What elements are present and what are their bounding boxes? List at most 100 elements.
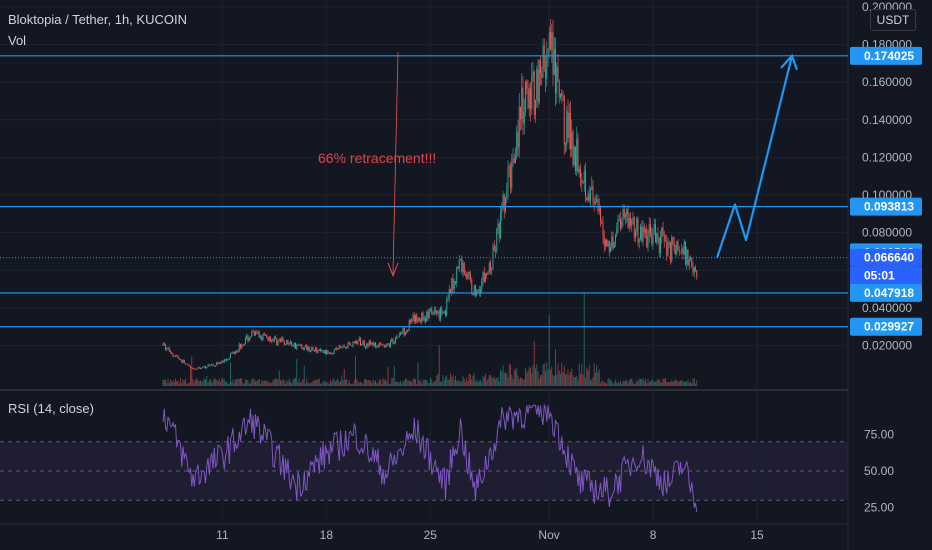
candle xyxy=(368,340,370,346)
volume-bar xyxy=(190,366,191,386)
volume-bar xyxy=(165,379,166,386)
currency-badge[interactable]: USDT xyxy=(870,9,916,31)
volume-bar xyxy=(581,364,583,386)
volume-bar xyxy=(273,379,275,386)
volume-bar xyxy=(498,381,500,386)
volume-bar xyxy=(218,378,220,386)
candle xyxy=(503,194,505,212)
volume-bar xyxy=(582,374,584,386)
candle xyxy=(456,266,458,284)
volume-bar xyxy=(690,381,691,386)
candle xyxy=(607,241,609,247)
price-tag-text: 0.093813 xyxy=(864,200,914,214)
volume-bar xyxy=(412,379,414,386)
volume-bar xyxy=(663,378,665,386)
volume-bar xyxy=(626,379,628,386)
volume-bar xyxy=(453,380,455,386)
volume-bar xyxy=(177,380,179,386)
volume-bar xyxy=(348,380,350,386)
volume-bar xyxy=(345,379,346,386)
candle xyxy=(246,335,248,339)
volume-bar xyxy=(403,381,405,386)
volume-bar xyxy=(173,381,175,386)
volume-bar xyxy=(640,379,641,386)
volume-bar xyxy=(247,380,249,386)
candle xyxy=(376,345,378,347)
candle xyxy=(227,359,229,361)
volume-bar xyxy=(662,378,664,386)
candle xyxy=(276,338,278,346)
volume-bar xyxy=(436,375,438,386)
volume-bar xyxy=(171,381,173,386)
volume-bar xyxy=(618,382,620,386)
candle xyxy=(425,317,426,322)
candle xyxy=(275,337,276,339)
candle xyxy=(258,332,260,338)
candle xyxy=(430,308,431,310)
candle xyxy=(441,308,443,314)
candle xyxy=(333,349,335,353)
volume-bar xyxy=(217,380,219,386)
candle xyxy=(497,223,499,230)
candle xyxy=(370,340,371,345)
volume-bar xyxy=(288,378,290,386)
volume-bar xyxy=(513,368,515,386)
candle xyxy=(301,344,303,348)
candle xyxy=(530,88,531,110)
volume-bar xyxy=(590,379,591,386)
candle xyxy=(488,263,490,273)
candle xyxy=(175,355,176,357)
candle xyxy=(593,201,595,204)
volume-bar xyxy=(181,383,183,386)
volume-bar xyxy=(406,379,408,386)
candle xyxy=(197,367,199,370)
candle xyxy=(238,343,240,351)
time-axis[interactable]: 11 18 25 Nov 8 15 xyxy=(216,528,764,542)
candle xyxy=(511,161,513,188)
candle xyxy=(325,350,326,355)
volume-bar xyxy=(176,380,178,386)
candle xyxy=(427,312,429,318)
candle xyxy=(642,226,644,242)
candle xyxy=(552,32,554,75)
candle xyxy=(408,320,410,331)
candle xyxy=(510,167,511,188)
candle xyxy=(520,106,521,119)
volume-bar xyxy=(595,372,596,386)
volume-bar xyxy=(435,380,436,386)
volume-bar xyxy=(686,381,688,386)
candle xyxy=(555,49,556,93)
volume-bar xyxy=(337,378,339,386)
price-tag-text: 0.029927 xyxy=(864,320,914,334)
volume-bar xyxy=(661,382,663,386)
candle xyxy=(513,158,515,164)
candle xyxy=(678,250,680,253)
volume-bar xyxy=(366,380,368,386)
volume-bar xyxy=(305,383,306,386)
volume-bar xyxy=(516,367,518,386)
volume-bar xyxy=(286,380,288,386)
candle xyxy=(490,263,491,271)
horizontal-levels[interactable] xyxy=(0,55,848,328)
candle xyxy=(526,81,528,88)
volume-bar xyxy=(211,382,213,386)
volume-bar xyxy=(620,380,621,386)
volume-bar xyxy=(382,378,384,386)
volume-bar xyxy=(635,383,636,386)
candle xyxy=(327,350,329,354)
candle xyxy=(297,345,299,346)
volume-bar xyxy=(573,377,575,386)
candle xyxy=(583,170,585,183)
candle xyxy=(458,259,460,269)
volume-bar xyxy=(542,364,544,386)
candle xyxy=(681,248,683,253)
volume-bar xyxy=(591,379,593,386)
candle xyxy=(475,285,476,296)
volume-bar xyxy=(456,380,458,386)
candle xyxy=(645,229,646,233)
candle xyxy=(360,338,361,346)
volume-bar xyxy=(655,381,656,386)
candle xyxy=(533,71,535,115)
candle xyxy=(508,166,510,168)
